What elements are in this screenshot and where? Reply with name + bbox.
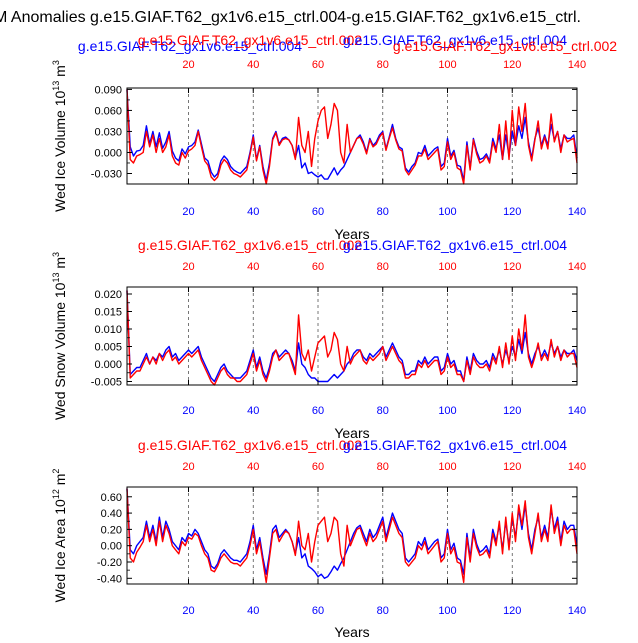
x-tick-label-bottom: 60 [312,405,324,417]
y-tick-label: 0.020 [94,289,122,301]
y-tick-label: 0.090 [94,84,122,96]
y-tick-label: -0.40 [97,573,122,585]
x-tick-label-bottom: 80 [377,206,389,218]
plot-frame [126,486,578,585]
plot-frame [126,286,578,386]
x-tick-label-bottom: 20 [182,605,194,617]
x-tick-label-bottom: 100 [438,605,456,617]
x-tick-label-bottom: 100 [438,206,456,218]
x-tick-label-top: 100 [438,461,456,473]
y-axis-label: Wed Ice Area 1012 m2 [51,469,68,603]
x-tick-label-top: 60 [312,461,324,473]
x-tick-label-bottom: 100 [438,405,456,417]
x-tick-label-top: 140 [568,461,586,473]
x-tick-label-bottom: 140 [568,206,586,218]
y-axis-label: Wed Ice Volume 1013 m3 [51,60,68,212]
y-tick-label: -0.030 [91,168,122,180]
x-tick-label-top: 100 [438,261,456,273]
x-tick-label-bottom: 120 [503,206,521,218]
series-line-ctrl-002 [126,89,578,185]
panel-top-title: g.e15.GIAF.T62_gx1v6.e15_ctrl.004 [343,32,567,48]
x-tick-label-bottom: 140 [568,605,586,617]
x-tick-label-top: 120 [503,461,521,473]
x-tick-label-top: 20 [182,461,194,473]
y-tick-label: 0.00 [101,541,122,553]
y-tick-label: 0.030 [94,126,122,138]
x-tick-label-top: 140 [568,59,586,71]
y-tick-label: 0.010 [94,324,122,336]
x-tick-label-top: 80 [377,461,389,473]
plot-frame [126,87,578,185]
series-line-ctrl-002 [126,290,578,386]
x-tick-label-bottom: 40 [247,206,259,218]
y-tick-label: 0.60 [101,492,122,504]
x-tick-label-top: 40 [247,461,259,473]
x-tick-label-bottom: 80 [377,405,389,417]
x-tick-label-top: 100 [438,59,456,71]
x-tick-label-bottom: 20 [182,405,194,417]
y-tick-label: 0.40 [101,508,122,520]
panel-snow-volume: -0.005 0.000 0.005 0.010 0.015 0.020 20 20 40 40 6… [51,237,586,441]
y-tick-label: 0.000 [94,359,122,371]
x-tick-label-top: 40 [247,261,259,273]
x-tick-label-top: 80 [377,261,389,273]
x-tick-label-top: 120 [503,261,521,273]
x-tick-label-top: 40 [247,59,259,71]
x-tick-label-top: 20 [182,261,194,273]
x-tick-label-top: 60 [312,59,324,71]
panel-ice-area: -0.40 -0.20 0.00 0.20 0.40 0.60 20 20 40 40 60 60 80… [51,437,586,640]
x-tick-label-top: 80 [377,59,389,71]
panel-top-title: g.e15.GIAF.T62_gx1v6.e15_ctrl.002 [393,38,617,54]
x-axis-label: Years [334,226,369,242]
x-tick-label-bottom: 40 [247,605,259,617]
x-tick-label-bottom: 80 [377,605,389,617]
y-tick-label: 0.015 [94,307,122,319]
panel-top-title: g.e15.GIAF.T62_gx1v6.e15_ctrl.002 [138,437,362,453]
panel-top-title: g.e15.GIAF.T62_gx1v6.e15_ctrl.002 [138,32,362,48]
x-tick-label-top: 120 [503,59,521,71]
series-line-ctrl-004 [126,89,578,182]
chart-title: M Anomalies g.e15.GIAF.T62_gx1v6.e15_ctr… [0,9,581,26]
x-tick-label-bottom: 120 [503,405,521,417]
x-tick-label-top: 140 [568,261,586,273]
x-axis-label: Years [334,624,369,638]
y-tick-label: -0.005 [91,377,122,389]
x-axis-label: Years [334,425,369,441]
y-tick-label: 0.005 [94,342,122,354]
panel-top-title: g.e15.GIAF.T62_gx1v6.e15_ctrl.002 [138,237,362,253]
x-tick-label-top: 20 [182,59,194,71]
panel-top-title: g.e15.GIAF.T62_gx1v6.e15_ctrl.004 [343,437,567,453]
y-axis-label: Wed Snow Volume 1013 m3 [51,252,68,420]
series-line-ctrl-002 [126,488,578,584]
panel-top-title: g.e15.GIAF.T62_gx1v6.e15_ctrl.004 [78,38,302,54]
y-tick-label: -0.20 [97,557,122,569]
y-tick-label: 0.000 [94,147,122,159]
panel-top-title: g.e15.GIAF.T62_gx1v6.e15_ctrl.004 [343,237,567,253]
x-tick-label-bottom: 60 [312,206,324,218]
x-tick-label-top: 60 [312,261,324,273]
x-tick-label-bottom: 120 [503,605,521,617]
y-tick-label: 0.20 [101,524,122,536]
x-tick-label-bottom: 20 [182,206,194,218]
x-tick-label-bottom: 60 [312,605,324,617]
x-tick-label-bottom: 40 [247,405,259,417]
x-tick-label-bottom: 140 [568,405,586,417]
panel-ice-volume: -0.030 0.000 0.030 0.060 0.090 20 20 40 40 60 60 80… [51,32,617,242]
y-tick-label: 0.060 [94,105,122,117]
series-line-ctrl-004 [126,290,578,383]
